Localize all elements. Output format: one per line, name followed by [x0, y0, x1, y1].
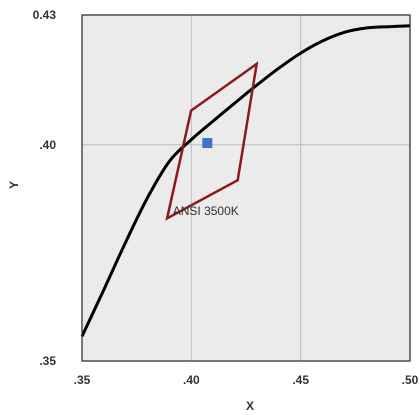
x-tick-label: .40	[183, 373, 200, 387]
y-tick-label: 0.43	[33, 8, 57, 22]
x-tick-label: .45	[292, 373, 309, 387]
planckian-locus-line	[80, 24, 411, 337]
series-layer: ANSI 3500K	[80, 24, 411, 337]
y-tick-label: .40	[39, 138, 56, 152]
x-tick-label: .35	[74, 373, 91, 387]
x-tick-label: .50	[402, 373, 419, 387]
ansi-quadrangle	[165, 61, 259, 221]
y-axis-title: Y	[7, 181, 21, 189]
plot-area	[82, 15, 410, 361]
x-axis-title: X	[246, 399, 254, 413]
grid-lines	[82, 15, 410, 361]
plot-frame	[81, 14, 411, 362]
tick-labels: .35 .40 .45 .50 .35 .40 0.43	[33, 8, 419, 387]
y-tick-label: .35	[39, 354, 56, 368]
center-point-marker	[202, 138, 213, 149]
quadrangle-label: ANSI 3500K	[173, 204, 239, 218]
